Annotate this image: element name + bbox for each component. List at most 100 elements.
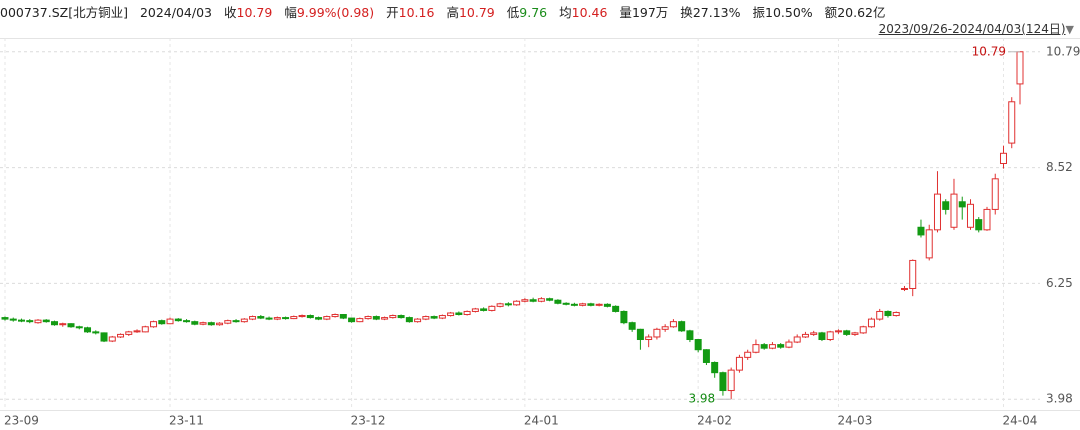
candle-body xyxy=(430,316,438,319)
candle-body xyxy=(702,349,710,363)
candle-body xyxy=(579,303,587,306)
candle-body xyxy=(199,322,207,325)
candle-body xyxy=(282,317,290,320)
high-label: 10.79 xyxy=(972,44,1006,58)
stat-label: 量 xyxy=(619,5,632,20)
candle-body xyxy=(26,320,34,323)
candle-body xyxy=(843,330,851,335)
x-tick-label: 23-12 xyxy=(351,414,386,428)
candle-body xyxy=(290,316,298,320)
stat-value: 10.16 xyxy=(398,5,435,20)
candle-body xyxy=(892,311,900,317)
stat-value: 10.46 xyxy=(571,5,608,20)
candle-body xyxy=(207,322,215,326)
candle-body xyxy=(9,318,17,321)
candle-body xyxy=(372,316,380,320)
candle-body xyxy=(232,320,240,323)
candle-body xyxy=(84,327,92,333)
candle-body xyxy=(447,312,455,317)
candle-body xyxy=(801,333,809,338)
candle-body xyxy=(834,330,842,333)
candle-body xyxy=(587,303,595,306)
stat-label: 开 xyxy=(386,5,399,20)
candle-body xyxy=(554,299,562,304)
stat-label: 低 xyxy=(506,5,520,20)
candle-body xyxy=(546,298,554,301)
stat-value: 10.79 xyxy=(236,5,273,20)
candle-body xyxy=(760,344,768,349)
candle-body xyxy=(678,321,686,332)
candle-body xyxy=(851,332,859,335)
candle-body xyxy=(389,315,397,319)
stat-label: 额 xyxy=(824,5,838,20)
candle-body xyxy=(711,361,719,374)
stat-value: 10.50% xyxy=(765,5,813,20)
candle-body xyxy=(521,299,529,302)
x-tick-label: 23-11 xyxy=(169,414,204,428)
candle-body xyxy=(1016,51,1024,85)
candle-body xyxy=(59,323,67,326)
candle-body xyxy=(810,332,818,335)
candle-body xyxy=(92,331,100,334)
candle-body xyxy=(323,316,331,320)
candle-body xyxy=(166,318,174,325)
range-selector[interactable]: 2023/09/26-2024/04/03(124日)▼ xyxy=(878,22,1074,36)
candle-body xyxy=(570,303,578,306)
candle-body xyxy=(488,305,496,311)
candle-body xyxy=(306,315,314,319)
candle-body xyxy=(348,317,356,323)
stat-label: 高 xyxy=(446,5,459,20)
candle-body xyxy=(925,229,933,259)
candle-body xyxy=(735,356,743,371)
candle-body xyxy=(141,326,149,333)
candle-body xyxy=(884,310,892,317)
candle-body xyxy=(51,321,59,326)
candle-body xyxy=(405,317,413,323)
candle-body xyxy=(933,193,941,231)
candle-body xyxy=(727,369,735,392)
candle-body xyxy=(669,321,677,328)
candle-body xyxy=(826,331,834,341)
candle-body xyxy=(917,226,925,236)
candle-body xyxy=(991,178,999,210)
candle-body xyxy=(628,322,636,330)
candle-body xyxy=(612,305,620,312)
range-label[interactable]: 2023/09/26-2024/04/03(124日) xyxy=(878,22,1066,36)
candle-body xyxy=(694,339,702,351)
candle-body xyxy=(75,326,83,329)
candle-body xyxy=(480,308,488,311)
candle-body xyxy=(942,201,950,210)
stat-value: 20.62亿 xyxy=(837,5,886,20)
candle-body xyxy=(876,310,884,320)
x-tick-label: 24-03 xyxy=(837,414,872,428)
stat-value: 10.79 xyxy=(458,5,495,20)
candle-body xyxy=(34,319,42,324)
candle-body xyxy=(265,317,273,320)
candle-body xyxy=(975,219,983,231)
candle-body xyxy=(966,203,974,228)
y-tick-label: 8.52 xyxy=(1046,160,1073,174)
candle-body xyxy=(983,208,991,231)
candle-body xyxy=(504,303,512,306)
candle-body xyxy=(620,310,628,324)
candle-body xyxy=(859,326,867,334)
candle-body xyxy=(100,332,108,342)
candle-body xyxy=(471,308,479,312)
quote-header: 000737.SZ[北方铜业] 2024/04/03 收10.79 幅9.99%(0.… xyxy=(0,2,885,21)
candle-body xyxy=(958,201,966,208)
candle-body xyxy=(216,322,224,326)
candle-body xyxy=(653,328,661,338)
candle-body xyxy=(339,314,347,319)
candle-body xyxy=(174,318,182,322)
candle-body xyxy=(257,316,265,319)
candle-body xyxy=(67,323,75,328)
candle-body xyxy=(224,320,232,324)
candle-body xyxy=(315,317,323,320)
candle-body xyxy=(636,328,644,341)
x-tick-label: 24-01 xyxy=(524,414,559,428)
candle-body xyxy=(249,316,257,320)
candle-body xyxy=(719,372,727,392)
x-tick-label: 24-02 xyxy=(697,414,732,428)
